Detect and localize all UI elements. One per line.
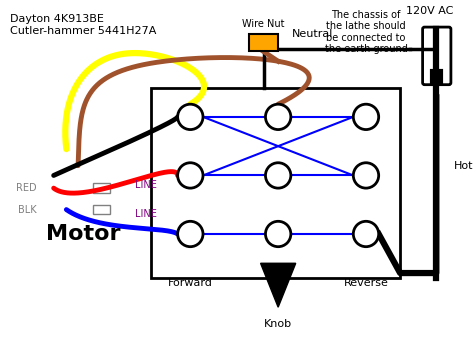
FancyBboxPatch shape bbox=[423, 27, 451, 85]
Text: The chassis of
the lathe should
be connected to
the earth ground: The chassis of the lathe should be conne… bbox=[325, 10, 408, 54]
Text: Cutler-hammer 5441H27A: Cutler-hammer 5441H27A bbox=[10, 26, 156, 36]
Text: BLK: BLK bbox=[18, 204, 37, 215]
Circle shape bbox=[265, 221, 291, 247]
Text: 120V AC: 120V AC bbox=[406, 6, 453, 16]
Circle shape bbox=[265, 104, 291, 130]
Text: LINE: LINE bbox=[135, 209, 156, 219]
Bar bbox=[151, 88, 400, 278]
Bar bbox=[93, 205, 110, 214]
Text: Forward: Forward bbox=[168, 278, 213, 288]
Text: Motor: Motor bbox=[46, 224, 120, 244]
Circle shape bbox=[353, 221, 379, 247]
Text: Wire Nut: Wire Nut bbox=[242, 19, 285, 29]
Text: Neutral: Neutral bbox=[292, 29, 333, 39]
Text: LINE: LINE bbox=[135, 180, 156, 190]
Text: Reverse: Reverse bbox=[344, 278, 388, 288]
Circle shape bbox=[265, 163, 291, 188]
Circle shape bbox=[353, 163, 379, 188]
Text: Knob: Knob bbox=[264, 319, 292, 329]
Circle shape bbox=[178, 221, 203, 247]
Text: RED: RED bbox=[17, 183, 37, 193]
Bar bbox=[93, 183, 110, 193]
Text: Dayton 4K913BE: Dayton 4K913BE bbox=[10, 15, 104, 24]
Circle shape bbox=[178, 163, 203, 188]
Polygon shape bbox=[261, 263, 296, 307]
Bar bbox=[249, 34, 278, 51]
Circle shape bbox=[353, 104, 379, 130]
Circle shape bbox=[178, 104, 203, 130]
Text: Hot: Hot bbox=[454, 161, 474, 171]
